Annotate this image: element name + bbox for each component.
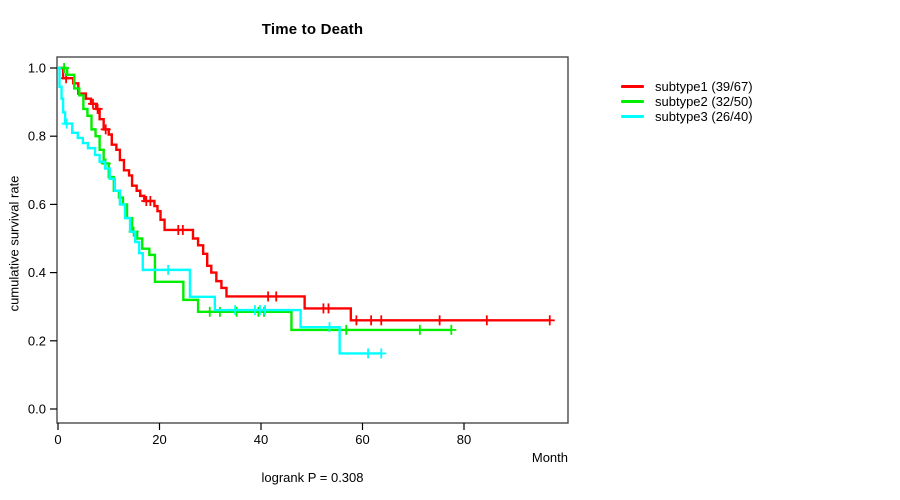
y-tick-label: 0.4	[28, 265, 46, 280]
logrank-annotation: logrank P = 0.308	[261, 470, 364, 485]
y-tick-label: 0.6	[28, 197, 46, 212]
y-tick-label: 0.0	[28, 402, 46, 417]
x-tick-label: 40	[254, 432, 268, 447]
x-tick-label: 60	[355, 432, 369, 447]
y-tick-label: 1.0	[28, 61, 46, 76]
plot-box	[56, 56, 569, 424]
x-tick-label: 80	[457, 432, 471, 447]
legend: subtype1 (39/67) subtype2 (32/50) subtype3…	[621, 79, 753, 124]
legend-label: subtype3 (26/40)	[655, 109, 753, 124]
legend-item: subtype3 (26/40)	[621, 109, 753, 124]
x-axis-title: Month	[531, 450, 568, 465]
legend-label: subtype1 (39/67)	[655, 79, 753, 94]
legend-line-swatch	[621, 85, 644, 88]
legend-item: subtype1 (39/67)	[621, 79, 753, 94]
legend-item: subtype2 (32/50)	[621, 94, 753, 109]
survival-curve-3	[58, 66, 382, 355]
survival-curve-2	[58, 66, 452, 332]
legend-label: subtype2 (32/50)	[655, 94, 753, 109]
chart-title: Time to Death	[261, 21, 364, 38]
x-tick-label: 20	[152, 432, 166, 447]
x-tick-label: 0	[54, 432, 61, 447]
y-tick-label: 0.8	[28, 129, 46, 144]
legend-line-swatch	[621, 115, 644, 118]
survival-curve-1	[58, 66, 550, 322]
legend-line-swatch	[621, 100, 644, 103]
y-tick-label: 0.2	[28, 333, 46, 348]
